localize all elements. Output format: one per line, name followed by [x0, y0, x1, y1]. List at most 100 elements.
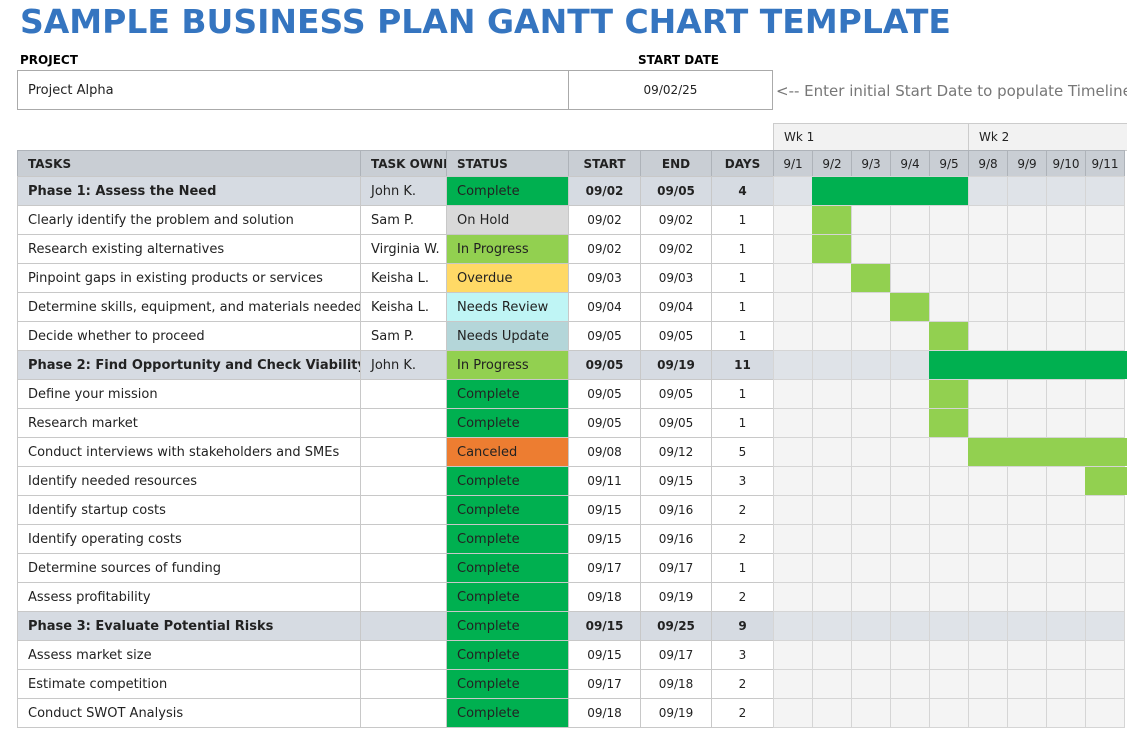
status[interactable]: Complete	[446, 524, 569, 554]
timeline-cell	[1046, 553, 1086, 583]
task: Assess profitability	[17, 582, 361, 612]
day-label: 9/5	[929, 150, 969, 177]
end: 09/12	[640, 437, 712, 467]
timeline-cell	[812, 321, 852, 351]
start: 09/04	[568, 292, 641, 322]
gantt-bar	[968, 438, 1127, 466]
timeline-cell	[1085, 553, 1125, 583]
status[interactable]: Complete	[446, 176, 569, 206]
note: <-- Enter initial Start Date to populate…	[776, 82, 1127, 100]
project-value[interactable]: Project Alpha	[17, 70, 569, 110]
timeline-cell	[1046, 495, 1086, 525]
gantt-bar	[929, 380, 968, 408]
task: Pinpoint gaps in existing products or se…	[17, 263, 361, 293]
task-owner	[360, 640, 447, 670]
end: 09/17	[640, 553, 712, 583]
timeline-cell	[851, 350, 891, 380]
title: SAMPLE BUSINESS PLAN GANTT CHART TEMPLAT…	[20, 2, 951, 41]
start: 09/02	[568, 234, 641, 264]
timeline-cell	[890, 263, 930, 293]
week-label: Wk 2	[968, 123, 1127, 151]
days: 3	[711, 640, 774, 670]
timeline-cell	[773, 205, 813, 235]
task-owner: John K.	[360, 350, 447, 380]
start: 09/05	[568, 379, 641, 409]
status[interactable]: On Hold	[446, 205, 569, 235]
task: Conduct SWOT Analysis	[17, 698, 361, 728]
day-label: 9/3	[851, 150, 891, 177]
status[interactable]: Complete	[446, 640, 569, 670]
task-owner	[360, 408, 447, 438]
timeline-cell	[1085, 698, 1125, 728]
timeline-cell	[812, 611, 852, 641]
status[interactable]: Overdue	[446, 263, 569, 293]
status[interactable]: Canceled	[446, 437, 569, 467]
timeline-cell	[929, 524, 969, 554]
status[interactable]: Needs Update	[446, 321, 569, 351]
timeline-cell	[968, 292, 1008, 322]
timeline-cell	[773, 379, 813, 409]
timeline-cell	[968, 408, 1008, 438]
task-owner	[360, 698, 447, 728]
timeline-cell	[1046, 640, 1086, 670]
gantt-bar	[929, 322, 968, 350]
status[interactable]: In Progress	[446, 350, 569, 380]
timeline-cell	[929, 292, 969, 322]
status[interactable]: Complete	[446, 669, 569, 699]
timeline-cell	[773, 669, 813, 699]
task: Research existing alternatives	[17, 234, 361, 264]
timeline-cell	[851, 640, 891, 670]
start: 09/08	[568, 437, 641, 467]
timeline-cell	[890, 350, 930, 380]
days: 9	[711, 611, 774, 641]
timeline-cell	[890, 640, 930, 670]
days: 1	[711, 292, 774, 322]
timeline-cell	[773, 408, 813, 438]
task-owner	[360, 466, 447, 496]
timeline-cell	[812, 669, 852, 699]
status[interactable]: Complete	[446, 379, 569, 409]
timeline-cell	[1007, 379, 1047, 409]
status[interactable]: Needs Review	[446, 292, 569, 322]
gantt-bar	[929, 351, 1127, 379]
timeline-cell	[851, 437, 891, 467]
timeline-cell	[1085, 640, 1125, 670]
task: Define your mission	[17, 379, 361, 409]
timeline-cell	[968, 205, 1008, 235]
column-header: STATUS	[446, 150, 569, 177]
status[interactable]: Complete	[446, 611, 569, 641]
days: 11	[711, 350, 774, 380]
timeline-cell	[929, 205, 969, 235]
column-header: DAYS	[711, 150, 774, 177]
timeline-cell	[890, 205, 930, 235]
status[interactable]: In Progress	[446, 234, 569, 264]
timeline-cell	[773, 437, 813, 467]
days: 2	[711, 582, 774, 612]
timeline-cell	[1085, 205, 1125, 235]
end: 09/18	[640, 669, 712, 699]
status[interactable]: Complete	[446, 466, 569, 496]
timeline-cell	[890, 553, 930, 583]
timeline-cell	[929, 437, 969, 467]
timeline-cell	[1007, 263, 1047, 293]
timeline-cell	[890, 466, 930, 496]
timeline-cell	[890, 379, 930, 409]
timeline-cell	[1007, 669, 1047, 699]
status[interactable]: Complete	[446, 408, 569, 438]
start: 09/02	[568, 205, 641, 235]
status[interactable]: Complete	[446, 698, 569, 728]
timeline-cell	[968, 640, 1008, 670]
timeline-cell	[929, 611, 969, 641]
start-date-value[interactable]: 09/02/25	[568, 70, 773, 110]
timeline-cell	[1007, 698, 1047, 728]
timeline-cell	[968, 466, 1008, 496]
timeline-cell	[812, 698, 852, 728]
timeline-cell	[1007, 466, 1047, 496]
status[interactable]: Complete	[446, 553, 569, 583]
column-header: END	[640, 150, 712, 177]
status[interactable]: Complete	[446, 582, 569, 612]
timeline-cell	[773, 582, 813, 612]
timeline-cell	[890, 582, 930, 612]
status[interactable]: Complete	[446, 495, 569, 525]
